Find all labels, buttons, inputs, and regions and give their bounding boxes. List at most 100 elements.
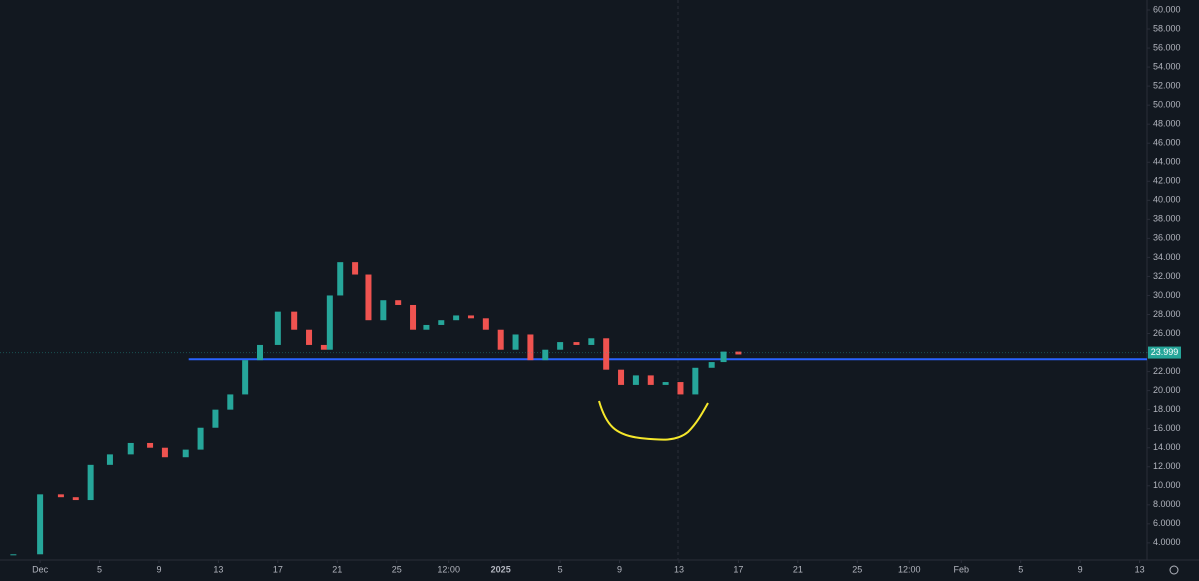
candle [127, 442, 134, 455]
candle [527, 334, 534, 361]
x-tick-label: 5 [1018, 564, 1023, 574]
candle [320, 344, 327, 350]
x-tick-label: 5 [97, 564, 102, 574]
y-tick-label: 60.000 [1153, 4, 1181, 14]
x-tick-label: 5 [558, 564, 563, 574]
candle [497, 329, 504, 350]
x-tick-label: Feb [954, 564, 970, 574]
y-tick-label: 4.0000 [1153, 537, 1181, 547]
candle [197, 427, 204, 450]
candle [467, 315, 474, 319]
x-tick-label: 21 [793, 564, 803, 574]
candle [573, 342, 580, 345]
y-tick-label: 36.000 [1153, 233, 1181, 243]
y-tick-label: 50.000 [1153, 100, 1181, 110]
candle [423, 324, 430, 330]
settings-icon-circle [1169, 565, 1179, 575]
annotation-curve [598, 400, 709, 441]
candle [161, 447, 168, 458]
candle [512, 334, 519, 350]
candle [106, 454, 113, 465]
candle [242, 360, 249, 395]
candle [306, 329, 313, 345]
settings-icon[interactable] [1169, 565, 1179, 575]
y-tick-label: 34.000 [1153, 252, 1181, 262]
x-tick-label: 12:00 [898, 564, 921, 574]
candle [735, 351, 742, 355]
y-tick-label: 40.000 [1153, 195, 1181, 205]
y-tick-label: 14.000 [1153, 442, 1181, 452]
candle [618, 369, 625, 385]
x-tick-label: 21 [332, 564, 342, 574]
y-tick-label: 54.000 [1153, 61, 1181, 71]
y-tick-label: 18.000 [1153, 404, 1181, 414]
y-tick-label: 58.000 [1153, 23, 1181, 33]
candle [37, 494, 44, 555]
candle [395, 300, 402, 305]
y-tick-label: 26.000 [1153, 328, 1181, 338]
candle [365, 274, 372, 321]
x-tick-label: 9 [1078, 564, 1083, 574]
x-tick-label: 17 [273, 564, 283, 574]
candle [380, 300, 387, 321]
last-price-label: 23.999 [1151, 347, 1179, 357]
candle [603, 338, 610, 370]
x-tick-label: 25 [392, 564, 402, 574]
candle [708, 362, 715, 368]
y-tick-label: 44.000 [1153, 157, 1181, 167]
x-tick-label: 2025 [491, 564, 511, 574]
candle [482, 318, 489, 330]
y-tick-label: 16.000 [1153, 423, 1181, 433]
y-tick-label: 20.000 [1153, 385, 1181, 395]
candle [542, 349, 549, 361]
candle [182, 449, 189, 458]
candle [677, 382, 684, 395]
x-tick-label: 25 [852, 564, 862, 574]
y-tick-label: 38.000 [1153, 214, 1181, 224]
y-tick-label: 10.000 [1153, 480, 1181, 490]
y-tick-label: 46.000 [1153, 138, 1181, 148]
candle [326, 295, 333, 350]
candle [438, 320, 445, 325]
candle [453, 315, 460, 321]
x-tick-label: 13 [213, 564, 223, 574]
x-tick-label: 13 [674, 564, 684, 574]
x-tick-label: 17 [733, 564, 743, 574]
last-price-box [1148, 346, 1181, 359]
candle [147, 442, 154, 448]
y-tick-label: 56.000 [1153, 42, 1181, 52]
x-tick-label: 12:00 [437, 564, 460, 574]
x-tick-label: 9 [617, 564, 622, 574]
candle [692, 367, 699, 395]
y-tick-label: 32.000 [1153, 271, 1181, 281]
candle [274, 311, 281, 345]
candle [212, 409, 219, 428]
y-tick-label: 42.000 [1153, 176, 1181, 186]
y-tick-label: 48.000 [1153, 119, 1181, 129]
candle [291, 311, 298, 330]
candle [588, 338, 595, 345]
y-tick-label: 6.0000 [1153, 518, 1181, 528]
y-tick-label: 28.000 [1153, 309, 1181, 319]
candle [227, 394, 234, 410]
y-tick-label: 22.000 [1153, 366, 1181, 376]
candle [87, 464, 94, 501]
candle [662, 382, 669, 385]
candle [352, 262, 359, 275]
candle [557, 342, 564, 350]
y-tick-label: 52.000 [1153, 80, 1181, 90]
candle [720, 351, 727, 363]
candle [410, 304, 417, 330]
candle [57, 494, 64, 498]
x-tick-label: Dec [32, 564, 49, 574]
y-tick-label: 8.0000 [1153, 499, 1181, 509]
y-tick-label: 12.000 [1153, 461, 1181, 471]
x-tick-label: 13 [1135, 564, 1145, 574]
candle [337, 262, 344, 296]
x-tick-label: 9 [156, 564, 161, 574]
candle [632, 375, 639, 385]
candle [10, 554, 17, 556]
